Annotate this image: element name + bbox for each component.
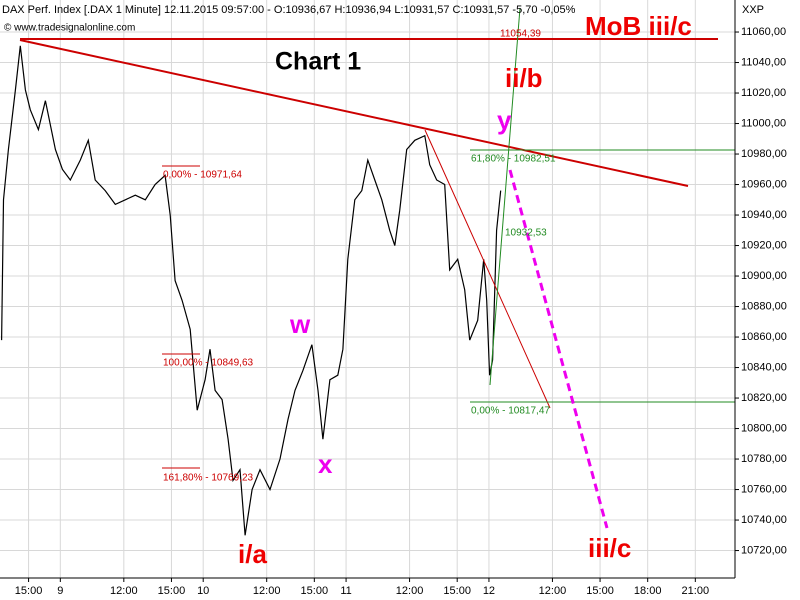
y-tick-label: 10760,00 xyxy=(741,483,787,495)
annotation-lines xyxy=(19,7,735,529)
plot xyxy=(1,45,502,536)
x-tick-label: 15:00 xyxy=(158,585,186,597)
y-tick-label: 10740,00 xyxy=(741,514,787,526)
y-tick-label: 10800,00 xyxy=(741,422,787,434)
y-tick-label: 10960,00 xyxy=(741,178,787,190)
trend-line xyxy=(19,39,689,187)
x-tick-label: 10 xyxy=(197,585,209,597)
x-tick-label: 12:00 xyxy=(539,585,567,597)
y-tick-label: 11020,00 xyxy=(741,87,786,99)
y-tick-label: 10840,00 xyxy=(741,361,787,373)
wave-label: i/a xyxy=(238,539,267,569)
price-line xyxy=(1,45,502,536)
projection-line xyxy=(508,169,609,529)
wave-label: MoB iii/c xyxy=(585,11,692,41)
y-tick-label: 11000,00 xyxy=(741,117,786,129)
y-tick-label: 10860,00 xyxy=(741,331,787,343)
wave-label: y xyxy=(497,105,512,135)
y-tick-label: 11060,00 xyxy=(741,26,786,38)
wave-label: w xyxy=(289,309,311,339)
fib-anchor-line xyxy=(489,7,521,386)
y-tick-label: 10880,00 xyxy=(741,300,787,312)
y-tick-label: 10920,00 xyxy=(741,239,787,251)
fib-label: 0,00% - 10971,64 xyxy=(163,170,242,181)
y-tick-label: 10720,00 xyxy=(741,544,787,556)
wave-label: iii/c xyxy=(588,533,631,563)
axes: 10720,00 10740,00 10760,00 10780,00 10800,00… xyxy=(15,26,787,597)
x-tick-label: 9 xyxy=(57,585,63,597)
x-axis-panel xyxy=(0,578,800,600)
trend-line xyxy=(424,129,551,409)
fib-label: 10932,53 xyxy=(505,228,547,239)
chart-title: Chart 1 xyxy=(275,48,361,76)
source: © www.tradesignalonline.com xyxy=(4,23,135,34)
x-tick-label: 15:00 xyxy=(443,585,471,597)
x-tick-label: 12 xyxy=(483,585,495,597)
x-tick-label: 21:00 xyxy=(682,585,710,597)
wave-label: x xyxy=(318,449,333,479)
y-tick-label: 10940,00 xyxy=(741,209,787,221)
fib-label: 61,80% - 10982,51 xyxy=(471,154,556,165)
x-tick-label: 18:00 xyxy=(634,585,662,597)
y-axis-panel xyxy=(735,0,800,600)
x-tick-label: 15:00 xyxy=(15,585,43,597)
y-tick-label: 10780,00 xyxy=(741,453,787,465)
fib-label: 0,00% - 10817,47 xyxy=(471,406,550,417)
y-tick-label: 10820,00 xyxy=(741,392,787,404)
wave-label: ii/b xyxy=(505,63,543,93)
y-tick-label: 10980,00 xyxy=(741,148,787,160)
grid xyxy=(0,0,735,578)
x-tick-label: 12:00 xyxy=(110,585,138,597)
y-tick-label: 11040,00 xyxy=(741,56,786,68)
axis-title: XXP xyxy=(742,4,764,16)
x-tick-label: 15:00 xyxy=(586,585,614,597)
level-label: 11054,39 xyxy=(500,29,541,40)
header: DAX Perf. Index [.DAX 1 Minute] 12.11.20… xyxy=(2,4,576,16)
x-tick-label: 15:00 xyxy=(301,585,329,597)
x-tick-label: 12:00 xyxy=(396,585,424,597)
x-tick-label: 11 xyxy=(340,585,351,597)
fib-label: 161,80% - 10769,23 xyxy=(163,473,254,484)
x-tick-label: 12:00 xyxy=(253,585,281,597)
y-tick-label: 10900,00 xyxy=(741,270,787,282)
fib-label: 100,00% - 10849,63 xyxy=(163,358,254,369)
